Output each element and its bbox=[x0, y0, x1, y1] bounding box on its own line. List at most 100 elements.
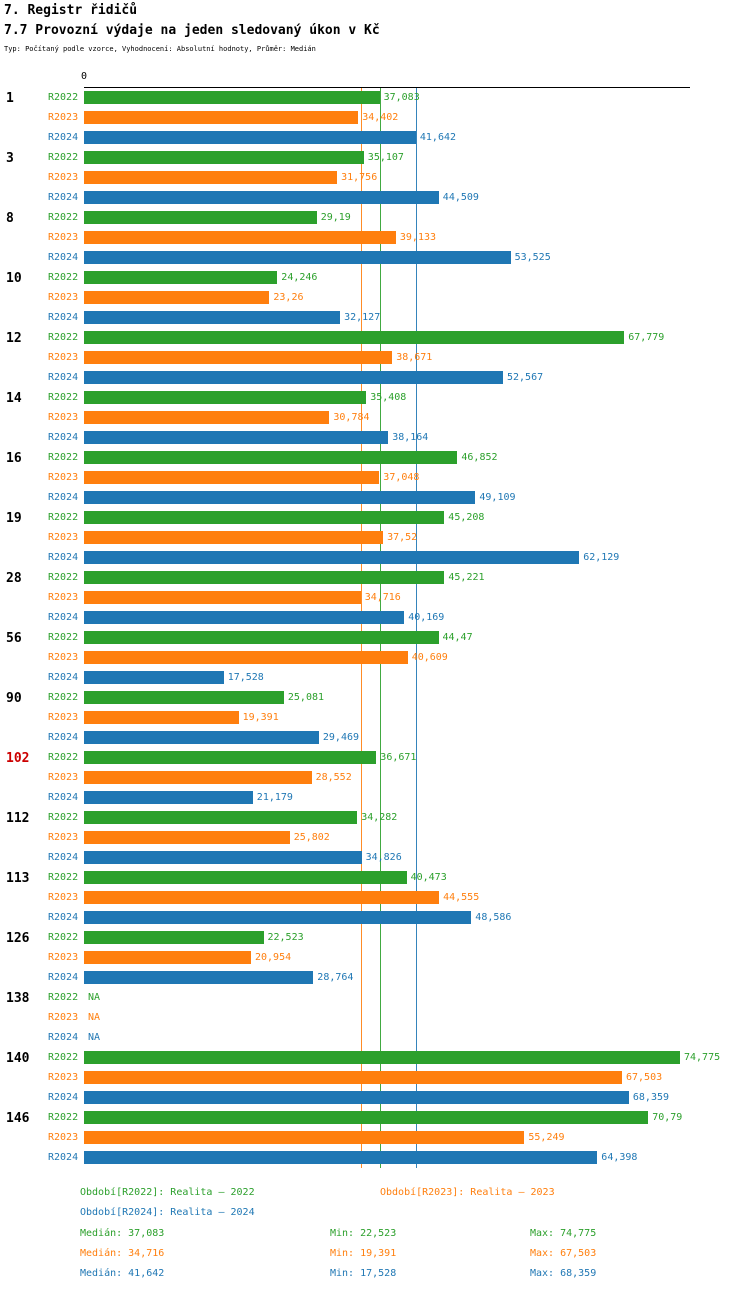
bar-value-label: 40,609 bbox=[411, 652, 448, 663]
bar-r2024-group-140 bbox=[84, 1091, 629, 1104]
bar-r2023-group-8 bbox=[84, 231, 396, 244]
bar-value-label: 31,756 bbox=[341, 172, 378, 183]
bar-value-label: 45,208 bbox=[448, 512, 485, 523]
bar-value-label: 22,523 bbox=[267, 932, 304, 943]
bar-value-label: 35,107 bbox=[367, 152, 404, 163]
bar-r2022-group-12 bbox=[84, 331, 625, 344]
bar-r2024-group-112 bbox=[84, 851, 362, 864]
chart-title: 7.7 Provozní výdaje na jeden sledovaný ú… bbox=[4, 23, 380, 38]
bar-r2023-group-1 bbox=[84, 111, 359, 124]
bar-r2022-group-28 bbox=[84, 571, 445, 584]
bar-value-label: 40,169 bbox=[408, 612, 445, 623]
series-label-r2022: R2022 bbox=[48, 92, 79, 103]
legend-r2024: Období[R2024]: Realita – 2024 bbox=[80, 1207, 255, 1218]
group-id-138: 138 bbox=[6, 991, 30, 1006]
bar-r2023-group-126 bbox=[84, 951, 251, 964]
bar-chart: 1 R2022 37,083 R2023 34,402 R2024 41,642 3 R2022… bbox=[0, 88, 750, 1168]
bar-r2022-group-140 bbox=[84, 1051, 680, 1064]
bar-r2023-group-140 bbox=[84, 1071, 622, 1084]
series-label-r2023: R2023 bbox=[48, 1072, 79, 1083]
bar-value-label: 28,552 bbox=[315, 772, 352, 783]
bar-r2023-group-12 bbox=[84, 351, 393, 364]
bar-r2022-group-19 bbox=[84, 511, 445, 524]
stat-max-r2024: Max: 68,359 bbox=[530, 1268, 597, 1279]
na-value-label: NA bbox=[88, 1012, 101, 1023]
series-label-r2024: R2024 bbox=[48, 1092, 79, 1103]
bar-value-label: 35,408 bbox=[370, 392, 407, 403]
bar-r2022-group-10 bbox=[84, 271, 278, 284]
bar-value-label: 68,359 bbox=[632, 1092, 670, 1103]
bar-r2022-group-90 bbox=[84, 691, 284, 704]
page-title: 7. Registr řidičů bbox=[4, 3, 138, 18]
bar-r2023-group-102 bbox=[84, 771, 312, 784]
bar-value-label: 23,26 bbox=[273, 292, 304, 303]
group-id-10: 10 bbox=[6, 271, 22, 286]
stat-min-r2024: Min: 17,528 bbox=[330, 1268, 397, 1279]
series-label-r2023: R2023 bbox=[48, 712, 79, 723]
series-label-r2023: R2023 bbox=[48, 412, 79, 423]
series-label-r2022: R2022 bbox=[48, 1112, 79, 1123]
bar-r2024-group-14 bbox=[84, 431, 389, 444]
series-label-r2023: R2023 bbox=[48, 592, 79, 603]
bar-r2023-group-28 bbox=[84, 591, 361, 604]
bar-value-label: 62,129 bbox=[583, 552, 620, 563]
series-label-r2023: R2023 bbox=[48, 532, 79, 543]
group-id-12: 12 bbox=[6, 331, 22, 346]
series-label-r2024: R2024 bbox=[48, 792, 79, 803]
bar-r2022-group-56 bbox=[84, 631, 439, 644]
group-id-3: 3 bbox=[6, 151, 14, 166]
bar-value-label: 40,473 bbox=[410, 872, 447, 883]
na-value-label: NA bbox=[88, 1032, 101, 1043]
series-label-r2023: R2023 bbox=[48, 892, 79, 903]
series-label-r2022: R2022 bbox=[48, 632, 79, 643]
bar-r2024-group-90 bbox=[84, 731, 319, 744]
bar-r2024-group-10 bbox=[84, 311, 341, 324]
legend-r2023: Období[R2023]: Realita – 2023 bbox=[380, 1187, 555, 1198]
bar-value-label: 25,802 bbox=[293, 832, 330, 843]
series-label-r2024: R2024 bbox=[48, 912, 79, 923]
bar-r2023-group-10 bbox=[84, 291, 270, 304]
bar-r2024-group-113 bbox=[84, 911, 472, 924]
bar-r2024-group-1 bbox=[84, 131, 416, 144]
bar-value-label: 37,048 bbox=[383, 472, 420, 483]
stat-median-r2023: Medián: 34,716 bbox=[80, 1248, 165, 1259]
bar-value-label: 25,081 bbox=[287, 692, 325, 703]
x-axis-line bbox=[84, 87, 690, 88]
bar-value-label: 34,826 bbox=[365, 852, 402, 863]
series-label-r2023: R2023 bbox=[48, 772, 79, 783]
series-label-r2024: R2024 bbox=[48, 192, 79, 203]
series-label-r2022: R2022 bbox=[48, 812, 79, 823]
bar-value-label: 20,954 bbox=[255, 952, 292, 963]
group-id-28: 28 bbox=[6, 571, 22, 586]
bar-r2024-group-16 bbox=[84, 491, 476, 504]
series-label-r2024: R2024 bbox=[48, 672, 79, 683]
bar-r2024-group-12 bbox=[84, 371, 503, 384]
bar-value-label: 38,671 bbox=[396, 352, 433, 363]
chart-meta-line: Typ: Počítaný podle vzorce, Vyhodnocení:… bbox=[4, 45, 316, 53]
bar-r2022-group-126 bbox=[84, 931, 264, 944]
bar-r2024-group-56 bbox=[84, 671, 224, 684]
bar-value-label: 30,784 bbox=[333, 412, 370, 423]
series-label-r2022: R2022 bbox=[48, 1052, 79, 1063]
series-label-r2023: R2023 bbox=[48, 352, 79, 363]
group-id-112: 112 bbox=[6, 811, 30, 826]
series-label-r2022: R2022 bbox=[48, 212, 79, 223]
bar-value-label: 29,469 bbox=[322, 732, 360, 743]
series-label-r2022: R2022 bbox=[48, 872, 79, 883]
bar-r2023-group-19 bbox=[84, 531, 384, 544]
bar-r2023-group-56 bbox=[84, 651, 408, 664]
na-value-label: NA bbox=[88, 992, 101, 1003]
stat-max-r2022: Max: 74,775 bbox=[530, 1228, 597, 1239]
group-id-140: 140 bbox=[6, 1051, 30, 1066]
bar-r2023-group-16 bbox=[84, 471, 380, 484]
bar-r2022-group-8 bbox=[84, 211, 317, 224]
group-id-113: 113 bbox=[6, 871, 30, 886]
bar-value-label: 37,52 bbox=[387, 532, 418, 543]
bar-value-label: 38,164 bbox=[392, 432, 429, 443]
bar-value-label: 21,179 bbox=[256, 792, 293, 803]
series-label-r2023: R2023 bbox=[48, 292, 79, 303]
bar-value-label: 67,779 bbox=[628, 332, 665, 343]
series-label-r2022: R2022 bbox=[48, 512, 79, 523]
bar-value-label: 74,775 bbox=[684, 1052, 721, 1063]
